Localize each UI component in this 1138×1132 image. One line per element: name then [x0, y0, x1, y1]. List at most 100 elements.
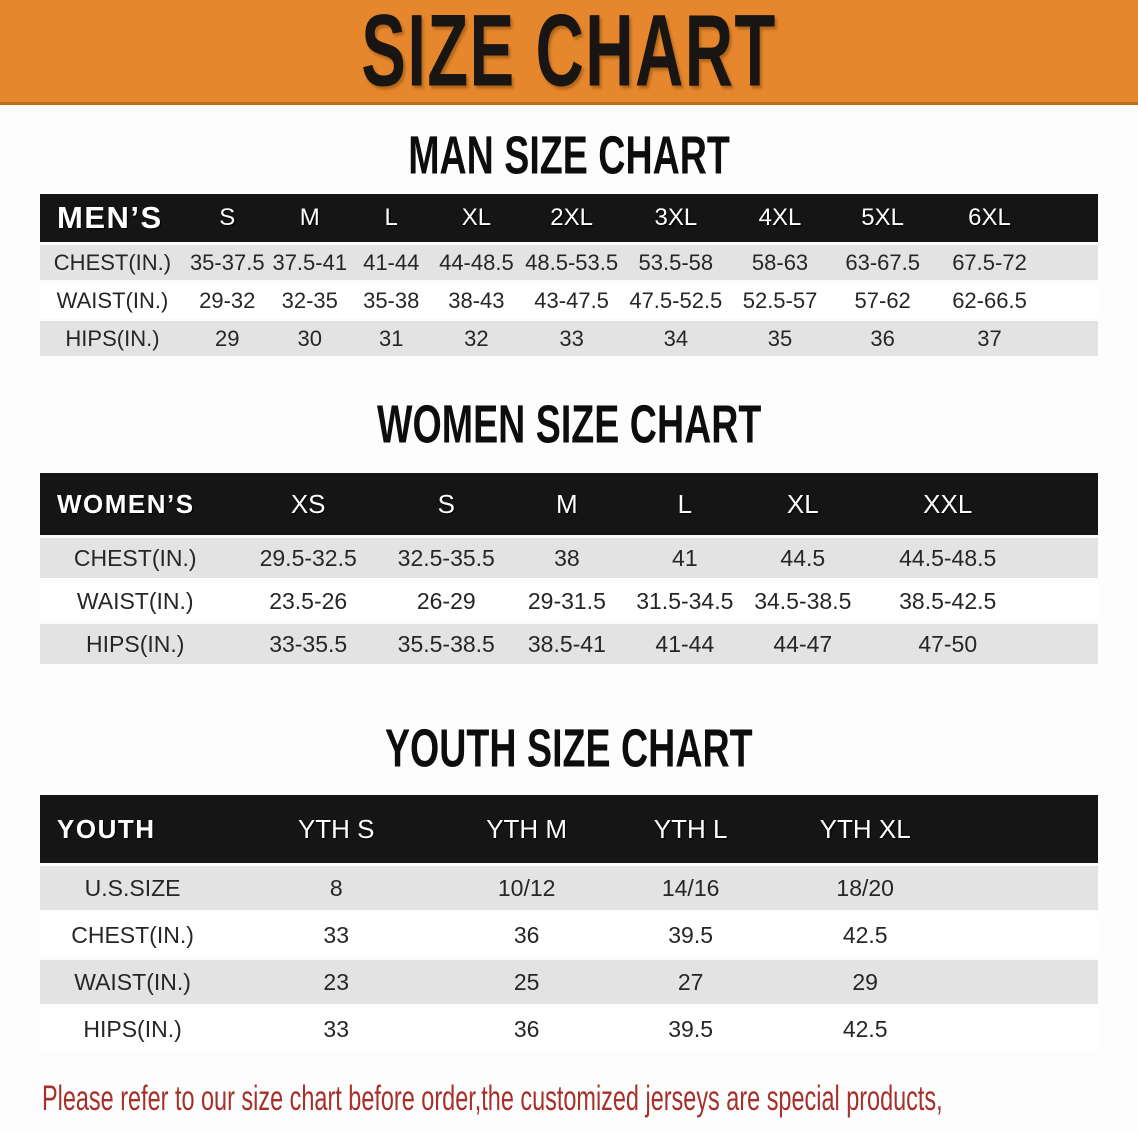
banner-title: SIZE CHART — [361, 0, 777, 109]
size-cell: 39.5 — [606, 1004, 776, 1051]
women-header-size: XL — [742, 473, 864, 535]
size-cell: 41-44 — [349, 242, 433, 280]
women-header-size: S — [385, 473, 507, 535]
women-hips-row: HIPS(IN.) 33-35.5 35.5-38.5 38.5-41 41-4… — [40, 621, 1098, 664]
size-cell: 33 — [225, 1004, 448, 1051]
size-cell: 35-38 — [349, 280, 433, 318]
row-label: WAIST(IN.) — [40, 280, 185, 318]
size-cell: 39.5 — [606, 910, 776, 957]
size-cell: 41 — [627, 535, 743, 578]
header-filler — [1032, 473, 1098, 535]
size-cell: 30 — [269, 318, 350, 356]
size-cell: 31.5-34.5 — [627, 578, 743, 621]
size-cell: 8 — [225, 863, 448, 910]
size-cell: 48.5-53.5 — [520, 242, 623, 280]
youth-ussize-row: U.S.SIZE 8 10/12 14/16 18/20 — [40, 863, 1098, 910]
youth-section-heading: YOUTH SIZE CHART — [0, 720, 1138, 774]
size-cell: 35 — [728, 318, 832, 356]
size-cell: 38.5-41 — [506, 621, 628, 664]
row-label: WAIST(IN.) — [40, 957, 226, 1004]
disclaimer: Please refer to our size chart before or… — [0, 1075, 1138, 1132]
disclaimer-line-2: we don't accept cancel, change, teturn o… — [30, 1123, 830, 1132]
size-cell: 29.5-32.5 — [230, 535, 386, 578]
men-section-heading: MAN SIZE CHART — [0, 127, 1138, 181]
size-cell: 52.5-57 — [728, 280, 832, 318]
youth-header-size: YTH S — [225, 795, 448, 863]
men-header-size: 5XL — [831, 194, 934, 242]
women-header-size: L — [627, 473, 743, 535]
row-label: HIPS(IN.) — [40, 621, 231, 664]
size-cell: 53.5-58 — [622, 242, 729, 280]
men-header-size: S — [184, 194, 270, 242]
cell-filler — [1045, 318, 1098, 356]
row-label: CHEST(IN.) — [40, 242, 185, 280]
women-header-row: WOMEN’S XS S M L XL XXL — [40, 473, 1098, 535]
size-cell: 38-43 — [432, 280, 521, 318]
size-cell: 44-48.5 — [432, 242, 521, 280]
size-cell: 23.5-26 — [230, 578, 386, 621]
youth-header-size: YTH M — [447, 795, 606, 863]
row-label: HIPS(IN.) — [40, 318, 185, 356]
size-cell: 35-37.5 — [184, 242, 270, 280]
size-cell: 25 — [447, 957, 606, 1004]
banner: SIZE CHART — [0, 0, 1138, 105]
size-cell: 37 — [933, 318, 1046, 356]
women-header-size: XXL — [863, 473, 1033, 535]
women-section-heading-text: WOMEN SIZE CHART — [376, 393, 762, 454]
men-header-size: M — [269, 194, 350, 242]
size-cell: 29 — [775, 957, 956, 1004]
cell-filler — [955, 863, 1098, 910]
women-waist-row: WAIST(IN.) 23.5-26 26-29 29-31.5 31.5-34… — [40, 578, 1098, 621]
size-cell: 31 — [349, 318, 433, 356]
size-cell: 47-50 — [863, 621, 1033, 664]
size-cell: 67.5-72 — [933, 242, 1046, 280]
size-cell: 27 — [606, 957, 776, 1004]
men-header-size: 3XL — [622, 194, 729, 242]
cell-filler — [1032, 535, 1098, 578]
cell-filler — [955, 1004, 1098, 1051]
men-chest-row: CHEST(IN.) 35-37.5 37.5-41 41-44 44-48.5… — [40, 242, 1098, 280]
size-cell: 62-66.5 — [933, 280, 1046, 318]
youth-header-size: YTH L — [606, 795, 776, 863]
size-cell: 26-29 — [385, 578, 507, 621]
size-cell: 32 — [432, 318, 521, 356]
size-cell: 47.5-52.5 — [622, 280, 729, 318]
youth-chest-row: CHEST(IN.) 33 36 39.5 42.5 — [40, 910, 1098, 957]
size-cell: 44.5-48.5 — [863, 535, 1033, 578]
size-cell: 43-47.5 — [520, 280, 623, 318]
men-header-size: 6XL — [933, 194, 1046, 242]
size-cell: 57-62 — [831, 280, 934, 318]
women-chest-row: CHEST(IN.) 29.5-32.5 32.5-35.5 38 41 44.… — [40, 535, 1098, 578]
men-header-label: MEN’S — [40, 194, 185, 242]
size-cell: 37.5-41 — [269, 242, 350, 280]
size-cell: 29-31.5 — [506, 578, 628, 621]
youth-section-heading-text: YOUTH SIZE CHART — [385, 717, 753, 778]
youth-header-row: YOUTH YTH S YTH M YTH L YTH XL — [40, 795, 1098, 863]
women-header-label: WOMEN’S — [40, 473, 231, 535]
size-cell: 63-67.5 — [831, 242, 934, 280]
men-header-size: 4XL — [728, 194, 832, 242]
men-waist-row: WAIST(IN.) 29-32 32-35 35-38 38-43 43-47… — [40, 280, 1098, 318]
size-cell: 34 — [622, 318, 729, 356]
size-cell: 10/12 — [447, 863, 606, 910]
size-cell: 33 — [225, 910, 448, 957]
size-cell: 42.5 — [775, 1004, 956, 1051]
men-header-row: MEN’S S M L XL 2XL 3XL 4XL 5XL 6XL — [40, 194, 1098, 242]
size-cell: 38 — [506, 535, 628, 578]
women-size-table: WOMEN’S XS S M L XL XXL CHEST(IN.) 29.5-… — [40, 473, 1098, 664]
disclaimer-line-1: Please refer to our size chart before or… — [42, 1079, 943, 1118]
row-label: CHEST(IN.) — [40, 535, 231, 578]
youth-header-label: YOUTH — [40, 795, 226, 863]
header-filler — [1045, 194, 1098, 242]
women-header-size: XS — [230, 473, 386, 535]
size-cell: 41-44 — [627, 621, 743, 664]
women-header-size: M — [506, 473, 628, 535]
size-cell: 34.5-38.5 — [742, 578, 864, 621]
size-cell: 33-35.5 — [230, 621, 386, 664]
size-cell: 36 — [831, 318, 934, 356]
size-cell: 42.5 — [775, 910, 956, 957]
size-cell: 38.5-42.5 — [863, 578, 1033, 621]
men-size-table: MEN’S S M L XL 2XL 3XL 4XL 5XL 6XL CHEST… — [40, 194, 1098, 356]
cell-filler — [955, 957, 1098, 1004]
